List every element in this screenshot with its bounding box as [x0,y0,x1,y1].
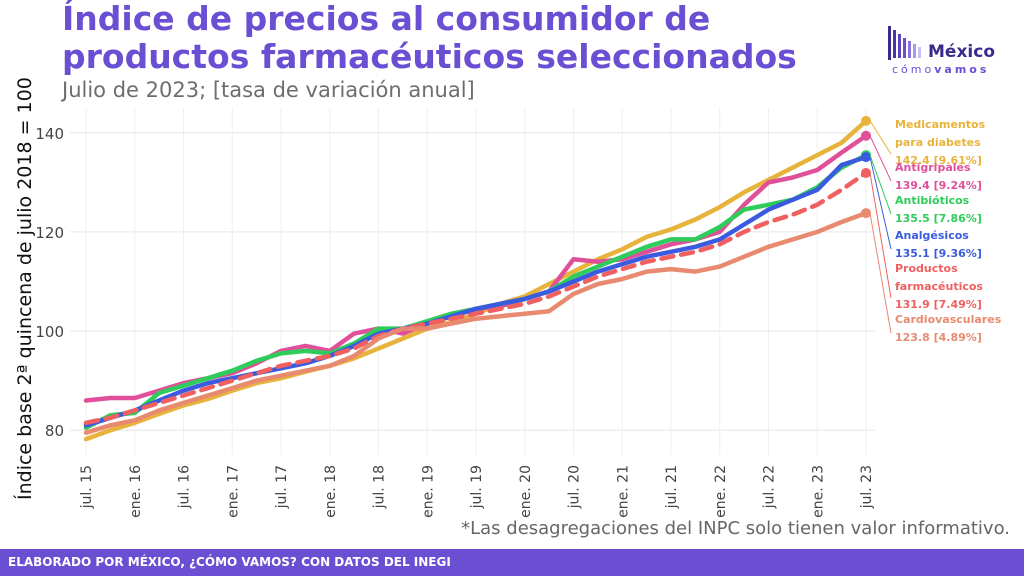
series-label: Antigripales [895,161,971,174]
label-connector [869,135,892,182]
logo-tagline-a: cómo [892,63,935,76]
x-tick-label: jul. 22 [762,465,778,509]
x-tick-label: jul. 19 [469,465,485,509]
series-value-label: 123.8 [4.89%] [895,331,982,344]
series-value-label: 131.9 [7.49%] [895,298,982,311]
label-connector [869,156,892,250]
y-tick-label: 120 [35,224,64,242]
x-tick-label: jul. 20 [567,465,583,509]
label-connector [869,213,892,334]
x-tick-label: ene. 18 [323,465,339,518]
series-endpoint [861,130,871,141]
label-connector [869,120,892,155]
series-endpoint [861,115,871,126]
brand-logo: México cómovamos [886,20,996,80]
x-tick-label: ene. 19 [420,465,436,518]
series-endpoint [861,167,871,178]
series-label: Cardiovasculares [895,313,1002,326]
series-label: Antibióticos [895,194,970,207]
series-endpoint [861,152,871,163]
series-label: para diabetes [895,136,981,149]
footer-bar: ELABORADO POR MÉXICO, ¿CÓMO VAMOS? CON D… [0,549,1024,576]
logo-tagline: cómovamos [892,63,989,76]
logo-tagline-b: vamos [934,63,990,76]
x-tick-label: ene. 22 [713,465,729,518]
footnote: *Las desagregaciones del INPC solo tiene… [461,518,1010,539]
series-line [83,210,869,435]
y-tick-label: 100 [35,323,64,341]
series-label: Productos [895,262,958,275]
x-tick-label: ene. 16 [128,465,144,518]
series-value-label: 135.5 [7.86%] [895,212,982,225]
series-endpoint [861,208,871,219]
label-connector [869,154,892,215]
series-label: Medicamentos [895,118,986,131]
y-tick-label: 140 [35,125,64,143]
series-value-label: 135.1 [9.36%] [895,247,982,260]
x-tick-label: jul. 23 [859,465,875,509]
x-tick-label: ene. 23 [810,465,826,518]
x-tick-label: ene. 21 [615,465,631,518]
y-tick-label: 80 [45,422,64,440]
chart-subtitle: Julio de 2023; [tasa de variación anual] [62,78,475,102]
x-tick-label: ene. 17 [225,465,241,518]
label-connector [869,172,892,299]
chart-title: Índice de precios al consumidor de produ… [62,0,797,76]
series-line [83,154,869,428]
series-label: Analgésicos [895,229,969,242]
series-value-label: 139.4 [9.24%] [895,179,982,192]
x-tick-label: jul. 18 [372,465,388,509]
series-value-label: 142.4 [9.61%] [895,154,982,167]
x-tick-label: ene. 20 [518,465,534,518]
x-tick-label: jul. 17 [274,465,290,509]
line-chart: 80 100 120 140 jul. 15 ene. 16 jul. 16 ene. 17 j… [35,108,1002,518]
bars-logo-icon [888,26,921,60]
x-tick-label: jul. 21 [664,465,680,509]
x-tick-label: jul. 16 [177,465,193,509]
series-line [83,170,869,426]
x-tick-label: jul. 15 [79,465,95,509]
logo-name: México [928,42,995,62]
series-label: farmacéuticos [895,280,983,293]
